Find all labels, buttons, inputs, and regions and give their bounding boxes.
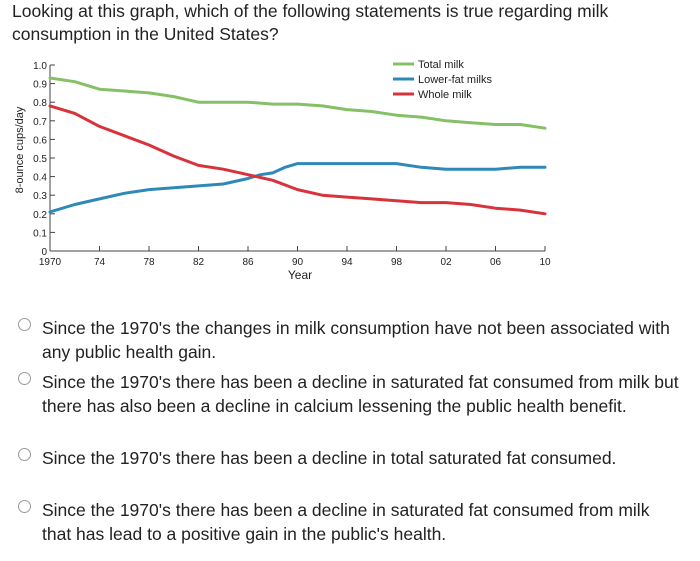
y-tick-label: 0.1 — [33, 228, 47, 239]
series-line-lower-fat-milks — [48, 162, 547, 214]
series-line-whole-milk — [48, 104, 547, 216]
y-tick-label: 0.5 — [33, 154, 47, 165]
y-tick-label: 0.4 — [33, 173, 47, 184]
chart-series — [48, 76, 547, 216]
option-text: Since the 1970's the changes in milk con… — [42, 318, 670, 362]
legend-label: Lower-fat milks — [418, 74, 492, 86]
y-tick-label: 0.2 — [33, 210, 47, 221]
y-tick-label: 0.7 — [33, 117, 47, 128]
x-tick-label: 78 — [143, 257, 155, 268]
legend-label: Whole milk — [418, 89, 472, 101]
x-tick-label: 1970 — [39, 257, 62, 268]
legend-label: Total milk — [418, 59, 464, 71]
y-tick-label: 0.8 — [33, 98, 47, 109]
x-tick-label: 10 — [539, 257, 551, 268]
y-tick-label: 0 — [41, 247, 47, 258]
x-tick-label: 06 — [490, 257, 502, 268]
y-tick-label: 1.0 — [33, 61, 47, 72]
series-line-total-milk — [48, 76, 547, 130]
x-tick-label: 82 — [193, 257, 205, 268]
radio-button[interactable] — [18, 500, 31, 513]
x-tick-label: 74 — [94, 257, 106, 268]
option-text: Since the 1970's there has been a declin… — [42, 448, 617, 468]
y-tick-label: 0.9 — [33, 80, 47, 91]
radio-button[interactable] — [18, 372, 31, 385]
x-tick-label: 98 — [391, 257, 403, 268]
chart-legend: Total milk Lower-fat milks Whole milk — [393, 59, 492, 101]
y-tick-label: 0.3 — [33, 191, 47, 202]
option-text: Since the 1970's there has been a declin… — [42, 500, 650, 544]
chart-ticks: 0 0.1 0.2 0.3 0.4 0.5 0.6 0.7 0.8 0.9 1.0 1970 74 78 8… — [33, 61, 551, 268]
y-axis-label: 8-ounce cups/day — [14, 106, 26, 193]
x-tick-label: 94 — [341, 257, 353, 268]
y-tick-label: 0.6 — [33, 135, 47, 146]
question-text: Looking at this graph, which of the foll… — [12, 1, 609, 44]
milk-consumption-chart: 0 0.1 0.2 0.3 0.4 0.5 0.6 0.7 0.8 0.9 1.0 1970 74 78 8… — [14, 59, 551, 282]
radio-button[interactable] — [18, 448, 31, 461]
x-tick-label: 90 — [292, 257, 304, 268]
radio-button[interactable] — [18, 318, 31, 331]
x-tick-label: 02 — [440, 257, 452, 268]
option-text: Since the 1970's there has been a declin… — [42, 372, 679, 416]
x-tick-label: 86 — [242, 257, 254, 268]
x-axis-label: Year — [288, 268, 312, 282]
